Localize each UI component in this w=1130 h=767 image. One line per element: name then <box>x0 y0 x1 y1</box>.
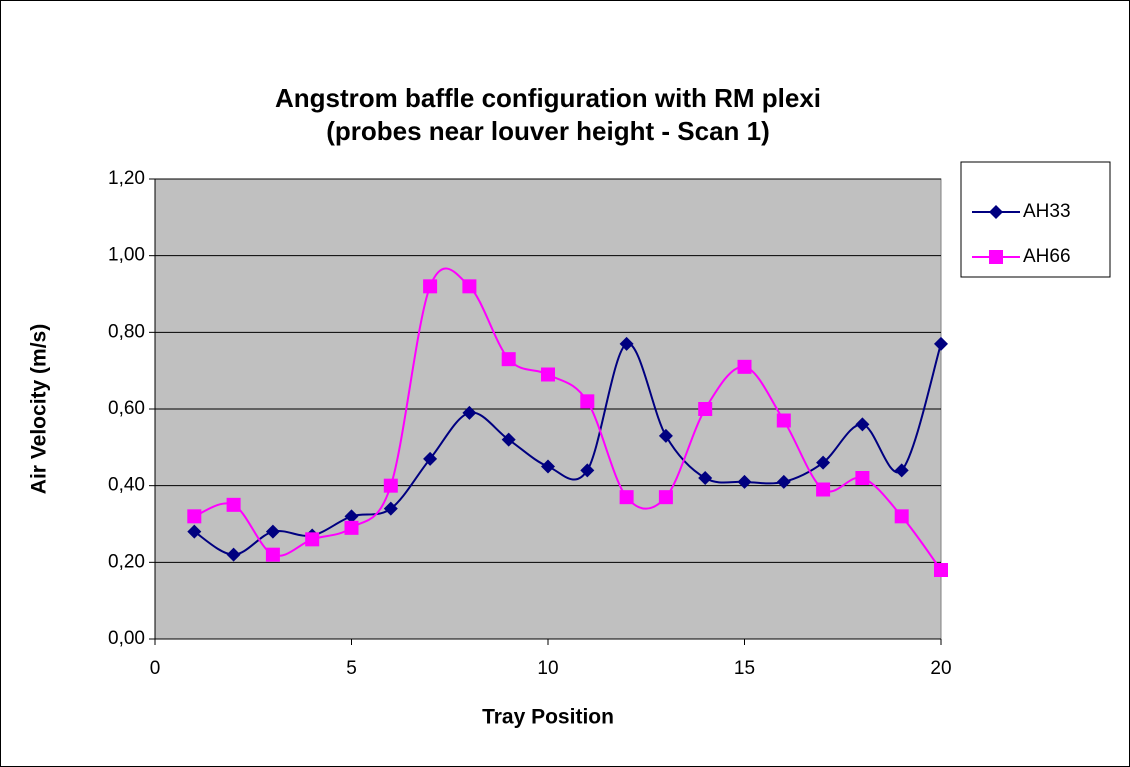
marker <box>541 367 555 382</box>
marker <box>776 474 791 489</box>
y-tick-label: 0,60 <box>108 398 145 419</box>
legend-label: AH66 <box>1023 246 1071 267</box>
marker <box>305 532 320 547</box>
marker <box>894 463 909 478</box>
y-tick-label: 0,20 <box>108 551 145 572</box>
y-tick-label: 0,00 <box>108 628 145 649</box>
marker <box>737 474 752 489</box>
marker <box>737 359 752 374</box>
x-tick-label: 5 <box>346 658 357 679</box>
x-tick-label: 10 <box>537 658 558 679</box>
legend-marker <box>989 205 1003 219</box>
x-tick-label: 20 <box>930 658 951 679</box>
marker <box>226 497 241 512</box>
marker <box>698 471 713 485</box>
marker <box>187 509 202 524</box>
marker <box>580 463 595 478</box>
y-tick-label: 1,20 <box>108 168 145 189</box>
marker <box>619 490 634 505</box>
marker <box>344 509 359 524</box>
marker <box>855 417 870 432</box>
x-axis-label: Tray Position <box>482 706 614 729</box>
marker <box>265 524 280 539</box>
x-tick-label: 15 <box>734 658 755 679</box>
chart-title: (probes near louver height - Scan 1) <box>326 116 770 146</box>
y-tick-label: 0,40 <box>108 475 145 496</box>
marker <box>462 405 477 420</box>
marker <box>894 509 909 524</box>
y-axis-label: Air Velocity (m/s) <box>28 324 51 494</box>
marker <box>462 279 477 294</box>
marker <box>776 413 791 428</box>
marker <box>658 428 673 443</box>
marker <box>344 520 359 535</box>
series-line <box>193 267 942 571</box>
marker <box>619 336 634 351</box>
marker <box>501 352 516 367</box>
marker <box>934 563 948 577</box>
marker <box>423 451 438 466</box>
marker <box>187 524 202 539</box>
marker <box>658 490 673 505</box>
legend-label: AH33 <box>1023 201 1071 222</box>
y-tick-label: 0,80 <box>108 321 145 342</box>
marker <box>265 547 280 562</box>
marker <box>383 478 398 493</box>
marker <box>423 279 438 294</box>
marker <box>383 501 398 516</box>
chart-title: Angstrom baffle configuration with RM pl… <box>275 83 821 113</box>
marker <box>226 547 241 562</box>
y-tick-label: 1,00 <box>108 245 145 266</box>
marker <box>580 394 595 409</box>
marker <box>934 336 948 351</box>
marker <box>698 402 713 416</box>
legend-marker <box>989 250 1003 264</box>
marker <box>501 432 516 447</box>
marker <box>816 455 831 470</box>
marker <box>855 471 870 485</box>
marker <box>541 459 555 474</box>
marker <box>816 482 831 497</box>
x-tick-label: 0 <box>150 658 161 679</box>
